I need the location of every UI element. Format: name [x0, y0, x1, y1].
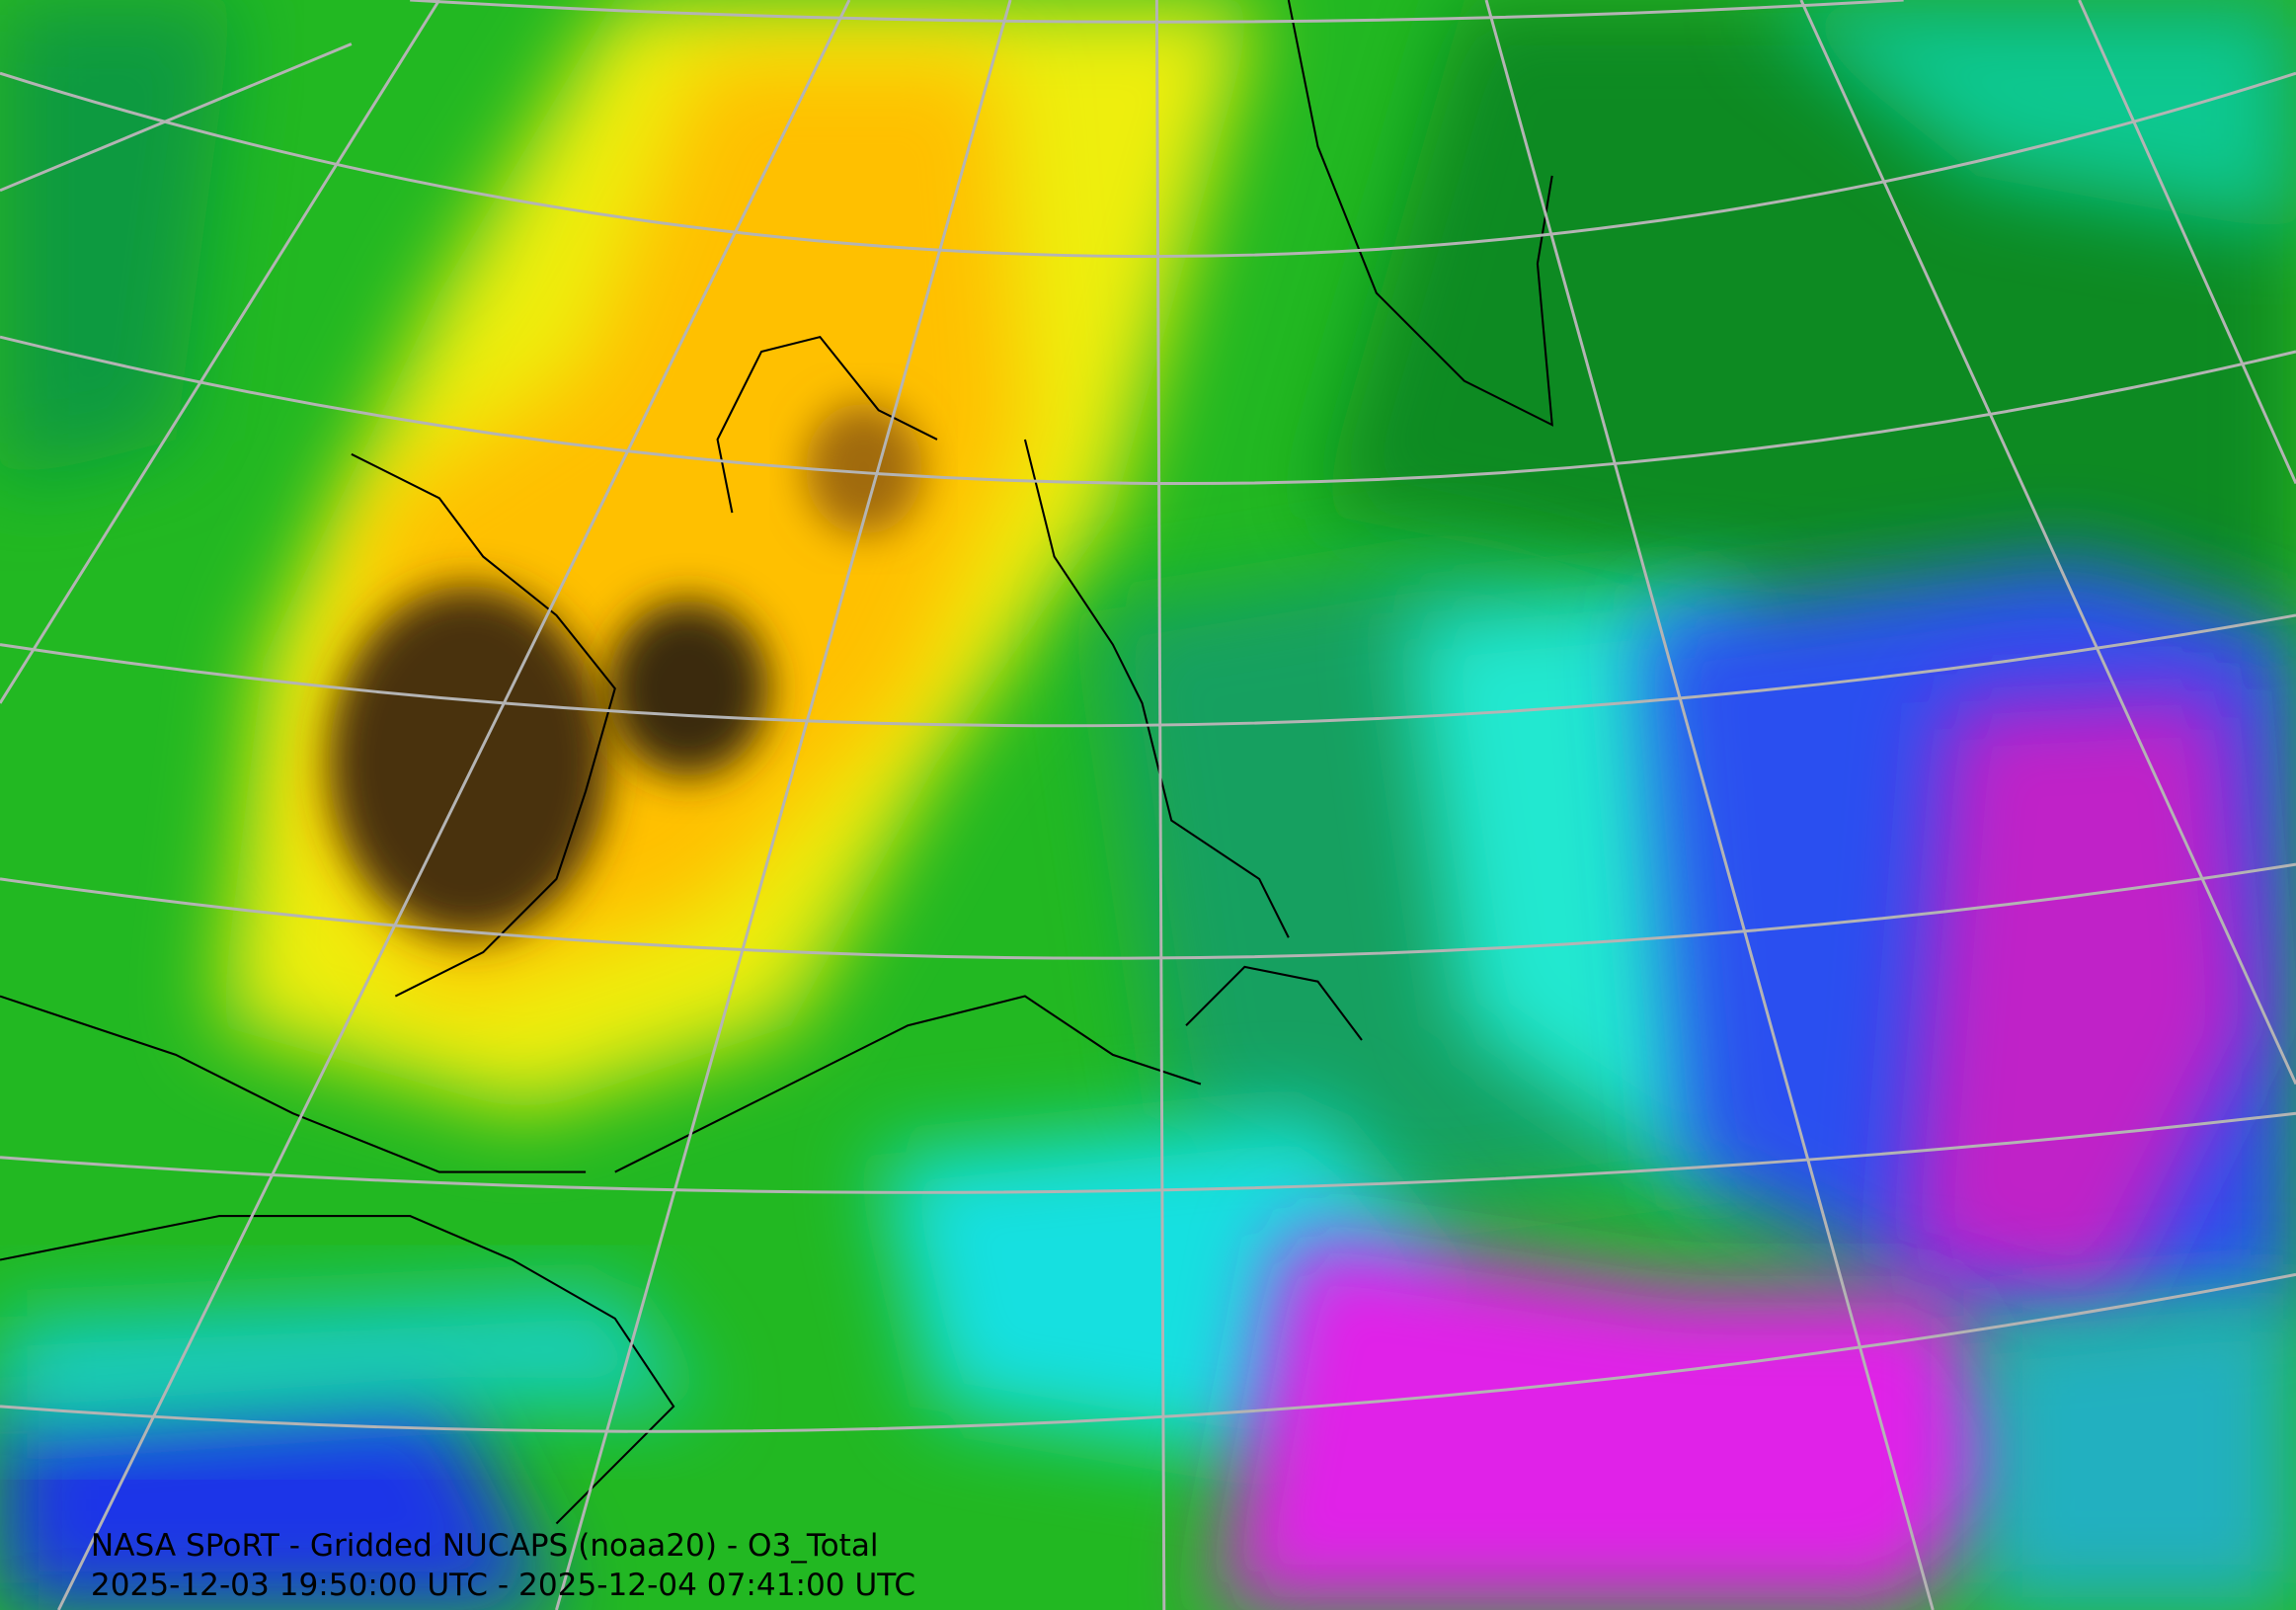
- field-left-green: [0, 0, 235, 484]
- latitude-line: [0, 862, 2296, 960]
- coastline: [351, 452, 616, 998]
- longitude-line: [2078, 0, 2296, 485]
- coastline: [716, 335, 938, 514]
- longitude-line: [1484, 0, 1935, 1610]
- border: [0, 1214, 675, 1525]
- longitude-line: [1799, 0, 2296, 1086]
- caption-time-range: 2025-12-03 19:50:00 UTC - 2025-12-04 07:…: [91, 1568, 915, 1603]
- longitude-line: [1154, 0, 1166, 1610]
- field-teal-top: [1757, 0, 2296, 235]
- latitude-line: [0, 1272, 2296, 1433]
- latitude-line: [0, 71, 2296, 259]
- field-blue-southwest: [0, 1377, 557, 1610]
- caption-title: NASA SPoRT - Gridded NUCAPS (noaa20) - O…: [91, 1528, 879, 1564]
- coastline: [1287, 0, 1553, 427]
- field-cyan-southeast: [1976, 1289, 2296, 1610]
- longitude-line: [0, 0, 441, 704]
- field-cyan-southwest: [0, 1289, 703, 1436]
- latitude-line: [0, 335, 2296, 486]
- latitude-line: [0, 1111, 2296, 1194]
- coastlines: [0, 0, 1553, 1525]
- field-purple: [1903, 688, 2256, 1319]
- field-magenta: [1215, 1230, 2050, 1610]
- field-brown: [805, 402, 923, 535]
- longitude-line: [555, 0, 1012, 1610]
- longitude-line: [56, 0, 851, 1610]
- border: [0, 995, 587, 1173]
- longitude-line: [0, 42, 353, 193]
- latitude-line: [0, 613, 2296, 728]
- coastline: [1185, 965, 1363, 1041]
- field-brown: [607, 601, 769, 777]
- coastline: [1023, 439, 1290, 938]
- coastline: [614, 995, 1202, 1173]
- field-brown: [329, 586, 608, 938]
